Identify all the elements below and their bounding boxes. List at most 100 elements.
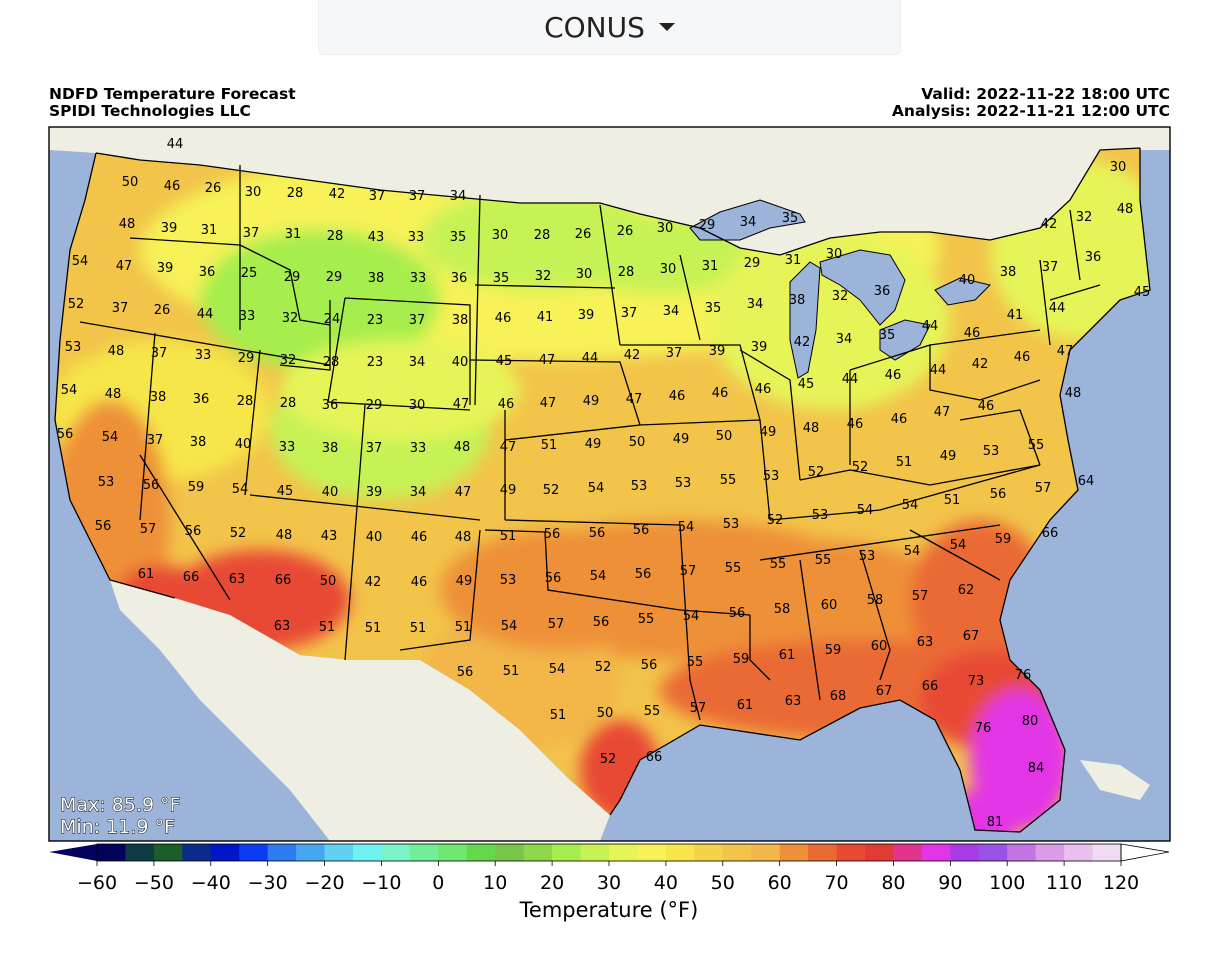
temperature-label: 59: [995, 532, 1012, 547]
temperature-label: 34: [663, 304, 680, 319]
temperature-label: 28: [287, 186, 304, 201]
temperature-label: 59: [825, 643, 842, 658]
temperature-label: 42: [329, 187, 346, 202]
temperature-label: 54: [904, 544, 921, 559]
colorbar-bin: [324, 844, 354, 861]
temperature-label: 34: [450, 189, 467, 204]
temperature-label: 52: [595, 660, 612, 675]
temperature-label: 34: [836, 332, 853, 347]
temperature-label: 39: [709, 344, 726, 359]
great-lakes: [689, 199, 991, 379]
temperature-label: 54: [232, 482, 249, 497]
temperature-label: 52: [600, 752, 617, 767]
temperature-label: 43: [321, 529, 338, 544]
colorbar-tick-label: 50: [711, 872, 735, 894]
temperature-label: 37: [369, 189, 386, 204]
temperature-label: 32: [535, 269, 552, 284]
map-source: SPIDI Technologies LLC: [49, 102, 251, 120]
temperature-label: 54: [549, 662, 566, 677]
colorbar-tick-label: 80: [881, 872, 905, 894]
temperature-label: 76: [975, 721, 992, 736]
temperature-label: 29: [744, 256, 761, 271]
temperature-label: 46: [411, 575, 428, 590]
temperature-label: 53: [65, 340, 82, 355]
temperature-label: 47: [539, 353, 556, 368]
temperature-label: 50: [716, 429, 733, 444]
temperature-label: 38: [150, 390, 167, 405]
temperature-label: 54: [678, 520, 695, 535]
map-frame: [48, 126, 1171, 842]
colorbar-bin: [1035, 844, 1065, 861]
temperature-label: 49: [585, 437, 602, 452]
temperature-label: 35: [705, 301, 722, 316]
temperature-label: 66: [646, 750, 663, 765]
temperature-label: 45: [1134, 285, 1151, 300]
temperature-label: 56: [544, 527, 561, 542]
temperature-label: 66: [922, 679, 939, 694]
colorbar-bin: [353, 844, 382, 861]
temperature-label: 35: [782, 211, 799, 226]
temperature-label: 24: [324, 312, 341, 327]
temperature-label: 54: [72, 254, 89, 269]
colorbar-bin: [466, 844, 496, 861]
temperature-label: 36: [322, 398, 339, 413]
temperature-label: 56: [589, 526, 606, 541]
temperature-label: 29: [326, 270, 343, 285]
temperature-label: 46: [498, 397, 515, 412]
temperature-label: 32: [832, 289, 849, 304]
temperature-label: 41: [537, 310, 554, 325]
temperature-label: 30: [245, 185, 262, 200]
colorbar-bin: [552, 844, 581, 861]
temperature-label: 49: [583, 394, 600, 409]
temperature-label: 46: [978, 399, 995, 414]
temperature-label: 50: [122, 175, 139, 190]
temperature-label: 48: [803, 421, 820, 436]
temperature-label: 53: [98, 475, 115, 490]
temperature-label: 39: [161, 221, 178, 236]
colorbar-bin: [438, 844, 468, 861]
temperature-label: 50: [320, 574, 337, 589]
temperature-label: 56: [633, 523, 650, 538]
temperature-label: 33: [408, 230, 425, 245]
temperature-label: 28: [534, 228, 551, 243]
temperature-label: 30: [576, 267, 593, 282]
temperature-label: 42: [794, 335, 811, 350]
temperature-label: 51: [319, 620, 336, 635]
temperature-label: 36: [874, 284, 891, 299]
temperature-label: 29: [699, 218, 716, 233]
temperature-label: 31: [285, 227, 302, 242]
temperature-label: 26: [154, 303, 171, 318]
temperature-label: 56: [185, 524, 202, 539]
temperature-label: 61: [138, 567, 155, 582]
temperature-label: 44: [167, 137, 184, 152]
colorbar-bin: [409, 844, 439, 861]
temperature-label: 54: [590, 569, 607, 584]
temperature-label: 58: [774, 602, 791, 617]
colorbar-bin: [1064, 844, 1093, 861]
temperature-label: 60: [871, 639, 888, 654]
temperature-label: 53: [631, 479, 648, 494]
colorbar-bin: [609, 844, 638, 861]
temperature-label: 34: [740, 215, 757, 230]
temperature-label: 26: [617, 224, 634, 239]
temperature-label: 30: [492, 228, 509, 243]
temperature-label: 55: [815, 553, 832, 568]
temperature-label: 36: [193, 392, 210, 407]
temperature-label: 48: [276, 528, 293, 543]
colorbar-tick-label: 20: [540, 872, 564, 894]
colorbar-tick-label: −30: [248, 872, 288, 894]
region-selector-dropdown[interactable]: CONUS: [318, 0, 901, 55]
temperature-label: 31: [702, 259, 719, 274]
temperature-label: 47: [626, 392, 643, 407]
island-land: [1080, 760, 1150, 800]
colorbar-tick-label: 30: [597, 872, 621, 894]
colorbar-bin: [865, 844, 894, 861]
temperature-label: 30: [409, 398, 426, 413]
colorbar-bin: [580, 844, 610, 861]
temperature-label: 46: [1014, 350, 1031, 365]
temperature-label: 37: [666, 346, 683, 361]
colorbar-bin: [125, 844, 155, 861]
temperature-label: 35: [450, 230, 467, 245]
colorbar-bin: [239, 844, 269, 861]
colorbar-bin: [97, 844, 126, 861]
